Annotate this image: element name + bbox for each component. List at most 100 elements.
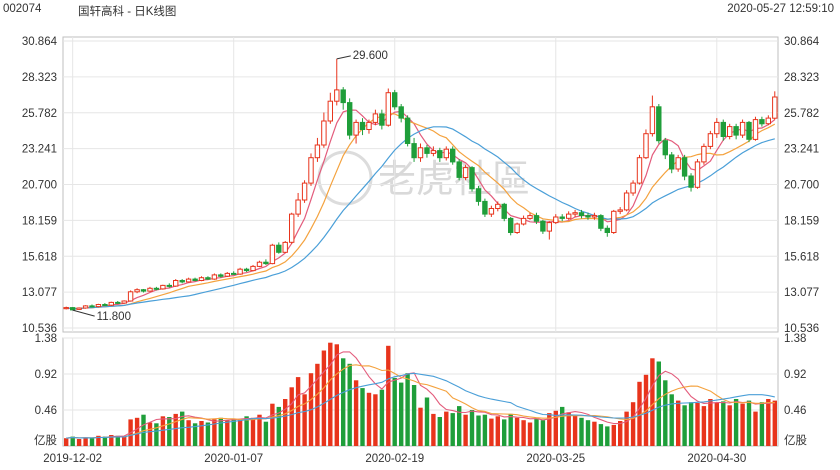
candle-body — [327, 100, 334, 122]
candle — [108, 301, 114, 306]
volume-bar — [701, 406, 707, 446]
candle-body — [347, 102, 353, 136]
volume-bar — [289, 387, 294, 446]
volume-bar — [566, 412, 571, 446]
price-tick-right: 20.700 — [784, 180, 819, 192]
candle-body — [366, 121, 372, 131]
price-tick-left: 10.536 — [22, 323, 57, 335]
volume-bar — [399, 382, 404, 446]
candle-body — [656, 106, 662, 142]
volume-bar — [463, 414, 468, 446]
candle-body — [359, 121, 366, 131]
volume-bar — [379, 389, 385, 446]
candle-body — [501, 203, 507, 219]
volume-bar — [637, 381, 642, 446]
volume-bar — [64, 438, 69, 446]
volume-bar — [83, 437, 88, 446]
volume-bar — [553, 410, 558, 446]
candle-body — [314, 144, 321, 159]
volume-bar — [134, 417, 140, 446]
volume-ma20-line — [66, 372, 775, 439]
price-tick-left: 15.618 — [22, 251, 57, 263]
candle-body — [269, 244, 276, 265]
candle — [179, 279, 185, 284]
candle-body — [739, 121, 746, 136]
candle — [250, 264, 256, 272]
candle — [211, 273, 218, 280]
volume-bar — [630, 402, 636, 446]
candle — [308, 153, 314, 186]
candle-body — [385, 92, 392, 126]
candle-body — [231, 272, 237, 275]
candle — [392, 89, 398, 110]
candle-body — [218, 274, 224, 277]
price-tick-right: 25.782 — [784, 108, 819, 120]
candle-body — [617, 209, 623, 212]
volume-bar — [102, 436, 108, 446]
max-annotation-line — [336, 55, 351, 60]
volume-bar — [283, 399, 288, 446]
candle-body — [675, 157, 681, 170]
volume-bar — [366, 392, 372, 446]
price-tick-right: 15.618 — [784, 251, 819, 263]
volume-bar — [495, 416, 500, 446]
volume-bar — [192, 423, 198, 446]
candle-body — [759, 119, 765, 125]
volume-bar — [70, 436, 75, 446]
volume-bar — [199, 421, 204, 446]
volume-unit-left: 亿股 — [34, 434, 57, 447]
candle-body — [630, 182, 636, 194]
candle-body — [147, 287, 153, 292]
volume-bar — [753, 411, 758, 446]
volume-bar — [218, 417, 223, 446]
candle-body — [134, 289, 140, 293]
candle — [559, 214, 565, 222]
volume-tick-right: 0.92 — [784, 369, 806, 381]
candle — [585, 212, 591, 220]
candle — [450, 146, 456, 165]
candle — [398, 104, 404, 123]
candle-body — [701, 145, 707, 163]
volume-bar — [328, 342, 333, 446]
candle — [347, 98, 353, 140]
volume-bar — [444, 411, 449, 446]
candle-body — [437, 150, 443, 159]
volume-bar — [115, 435, 120, 446]
candle — [669, 152, 675, 174]
volume-bar — [624, 411, 629, 446]
candle — [617, 207, 623, 215]
candle-body — [707, 133, 714, 147]
candle-body — [140, 289, 147, 292]
candle — [231, 271, 237, 275]
volume-bar — [721, 401, 726, 446]
candle-body — [179, 280, 185, 283]
candle-body — [746, 121, 752, 140]
candle-body — [482, 200, 488, 215]
candle-body — [282, 241, 288, 253]
candle — [746, 120, 752, 143]
candle — [443, 146, 450, 161]
candle — [95, 303, 102, 308]
price-tick-right: 28.323 — [784, 72, 819, 84]
candle — [160, 284, 166, 290]
price-tick-right: 23.241 — [784, 144, 819, 156]
candle — [295, 192, 301, 217]
candle — [553, 214, 559, 225]
candle — [591, 212, 598, 220]
volume-tick-left: 0.92 — [35, 369, 57, 381]
candle-body — [63, 307, 69, 310]
candle — [694, 159, 701, 189]
ma5-line — [66, 109, 776, 310]
candle-body — [572, 212, 578, 215]
candle-body — [765, 117, 771, 125]
candle-body — [102, 304, 108, 306]
chart-title: 国轩高科 - 日K线图 — [78, 6, 177, 18]
candle — [688, 173, 694, 192]
candle-body — [411, 143, 417, 159]
volume-bar — [688, 402, 694, 446]
price-tick-left: 18.159 — [22, 215, 57, 227]
volume-bar — [489, 418, 494, 446]
candle-body — [546, 222, 552, 232]
volume-bar — [431, 413, 436, 446]
volume-bar — [663, 380, 668, 446]
